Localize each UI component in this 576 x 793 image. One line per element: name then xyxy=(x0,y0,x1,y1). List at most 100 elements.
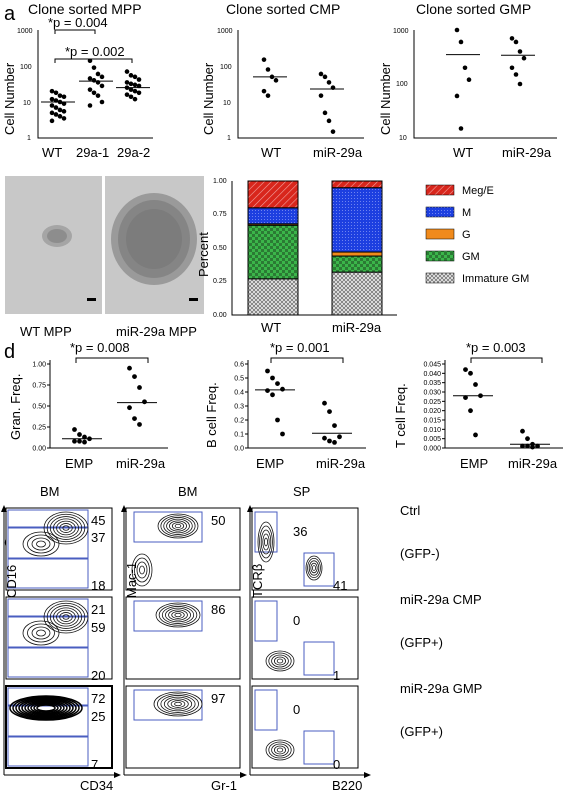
contour-ring xyxy=(165,607,191,623)
contour-ring xyxy=(56,520,76,536)
data-point xyxy=(136,77,142,82)
bar-segment xyxy=(247,278,299,316)
y-tick-label: 0.6 xyxy=(234,362,244,369)
data-point xyxy=(87,103,93,108)
data-point xyxy=(322,400,327,406)
data-point xyxy=(49,96,55,102)
a3-axes xyxy=(413,30,557,139)
gate xyxy=(254,689,278,731)
data-point xyxy=(95,71,101,77)
data-point xyxy=(337,434,342,440)
e-row-label: miR-29a CMP xyxy=(400,592,482,607)
d3-xtick: EMP xyxy=(460,456,488,471)
data-point xyxy=(530,444,535,450)
a1-pvalue-2: *p = 0.002 xyxy=(65,44,125,59)
data-point xyxy=(327,438,332,444)
flow-plot xyxy=(251,685,359,769)
data-point xyxy=(53,90,59,96)
y-tick-label: 0.020 xyxy=(423,408,441,415)
contour-ring xyxy=(36,704,56,712)
y-tick-label: 0.000 xyxy=(423,446,441,453)
contour-ring xyxy=(169,520,187,532)
data-point xyxy=(265,368,270,374)
contour-ring xyxy=(276,747,284,753)
e-yaxis-label: CD16 xyxy=(4,565,19,598)
data-point xyxy=(473,382,478,387)
data-point xyxy=(136,90,142,96)
y-tick-label: 0.2 xyxy=(234,418,244,425)
data-point xyxy=(273,78,279,83)
contour-ring xyxy=(49,516,83,540)
data-point xyxy=(95,93,101,98)
c-ylabel: Percent xyxy=(196,232,211,277)
y-tick-label: 0.045 xyxy=(423,362,441,369)
a2-ytick: 1 xyxy=(227,135,231,142)
data-point xyxy=(520,428,525,434)
contour-ring xyxy=(160,515,196,537)
contour-ring xyxy=(257,521,275,563)
data-point xyxy=(132,88,138,94)
gate xyxy=(7,736,89,767)
bar-segment xyxy=(247,180,299,209)
flow-plot xyxy=(5,596,113,680)
data-point xyxy=(318,71,324,77)
gate xyxy=(7,705,89,737)
contour-ring xyxy=(174,523,182,529)
contour-ring xyxy=(53,518,79,538)
contour-ring xyxy=(59,523,73,533)
e-gate-value: 37 xyxy=(91,530,105,545)
a2-ylabel: Cell Number xyxy=(201,62,216,135)
data-point xyxy=(57,93,63,98)
data-point xyxy=(513,72,519,77)
contour-ring xyxy=(15,697,77,719)
data-point xyxy=(466,77,472,83)
d3-bracket xyxy=(470,357,543,363)
contour-ring xyxy=(273,745,286,755)
bar-segment xyxy=(247,207,299,225)
bar-segment xyxy=(331,251,383,257)
data-point xyxy=(82,439,87,445)
data-point xyxy=(520,443,525,449)
mir29a-colony xyxy=(111,193,197,285)
data-point xyxy=(137,385,142,390)
e-gate-value: 7 xyxy=(91,757,98,772)
data-point xyxy=(53,112,59,117)
data-point xyxy=(322,435,327,441)
data-point xyxy=(127,365,132,371)
data-point xyxy=(49,118,55,124)
contour-ring xyxy=(311,565,316,571)
contour-ring xyxy=(49,605,83,629)
a2-ytick: 10 xyxy=(223,100,231,107)
contour-ring xyxy=(30,702,62,714)
data-point xyxy=(535,443,540,449)
data-point xyxy=(270,375,275,381)
data-point xyxy=(327,409,332,414)
data-point xyxy=(322,110,328,116)
data-point xyxy=(57,114,63,119)
contour-ring xyxy=(59,612,73,622)
e-gate-value: 59 xyxy=(91,620,105,635)
data-point xyxy=(521,55,527,61)
contour-ring xyxy=(27,534,55,554)
contour-ring xyxy=(62,525,70,531)
c-xtick: WT xyxy=(261,320,281,335)
e-gate-value: 21 xyxy=(91,602,105,617)
data-point xyxy=(132,374,137,379)
contour-ring xyxy=(271,654,289,668)
contour-ring xyxy=(22,531,60,557)
label-wt-mpp: WT MPP xyxy=(20,324,72,339)
data-point xyxy=(137,422,142,427)
bar-segment xyxy=(331,271,383,316)
a1-ytick: 10 xyxy=(23,100,31,107)
data-point xyxy=(77,438,82,444)
data-point xyxy=(99,99,105,105)
data-point xyxy=(330,129,336,134)
data-point xyxy=(132,82,138,88)
data-point xyxy=(49,110,55,116)
data-point xyxy=(326,80,332,85)
a2-xtick: WT xyxy=(261,145,281,160)
data-point xyxy=(513,39,519,45)
contour-ring xyxy=(163,696,193,712)
bar-segment xyxy=(331,180,383,189)
gate xyxy=(254,511,278,553)
